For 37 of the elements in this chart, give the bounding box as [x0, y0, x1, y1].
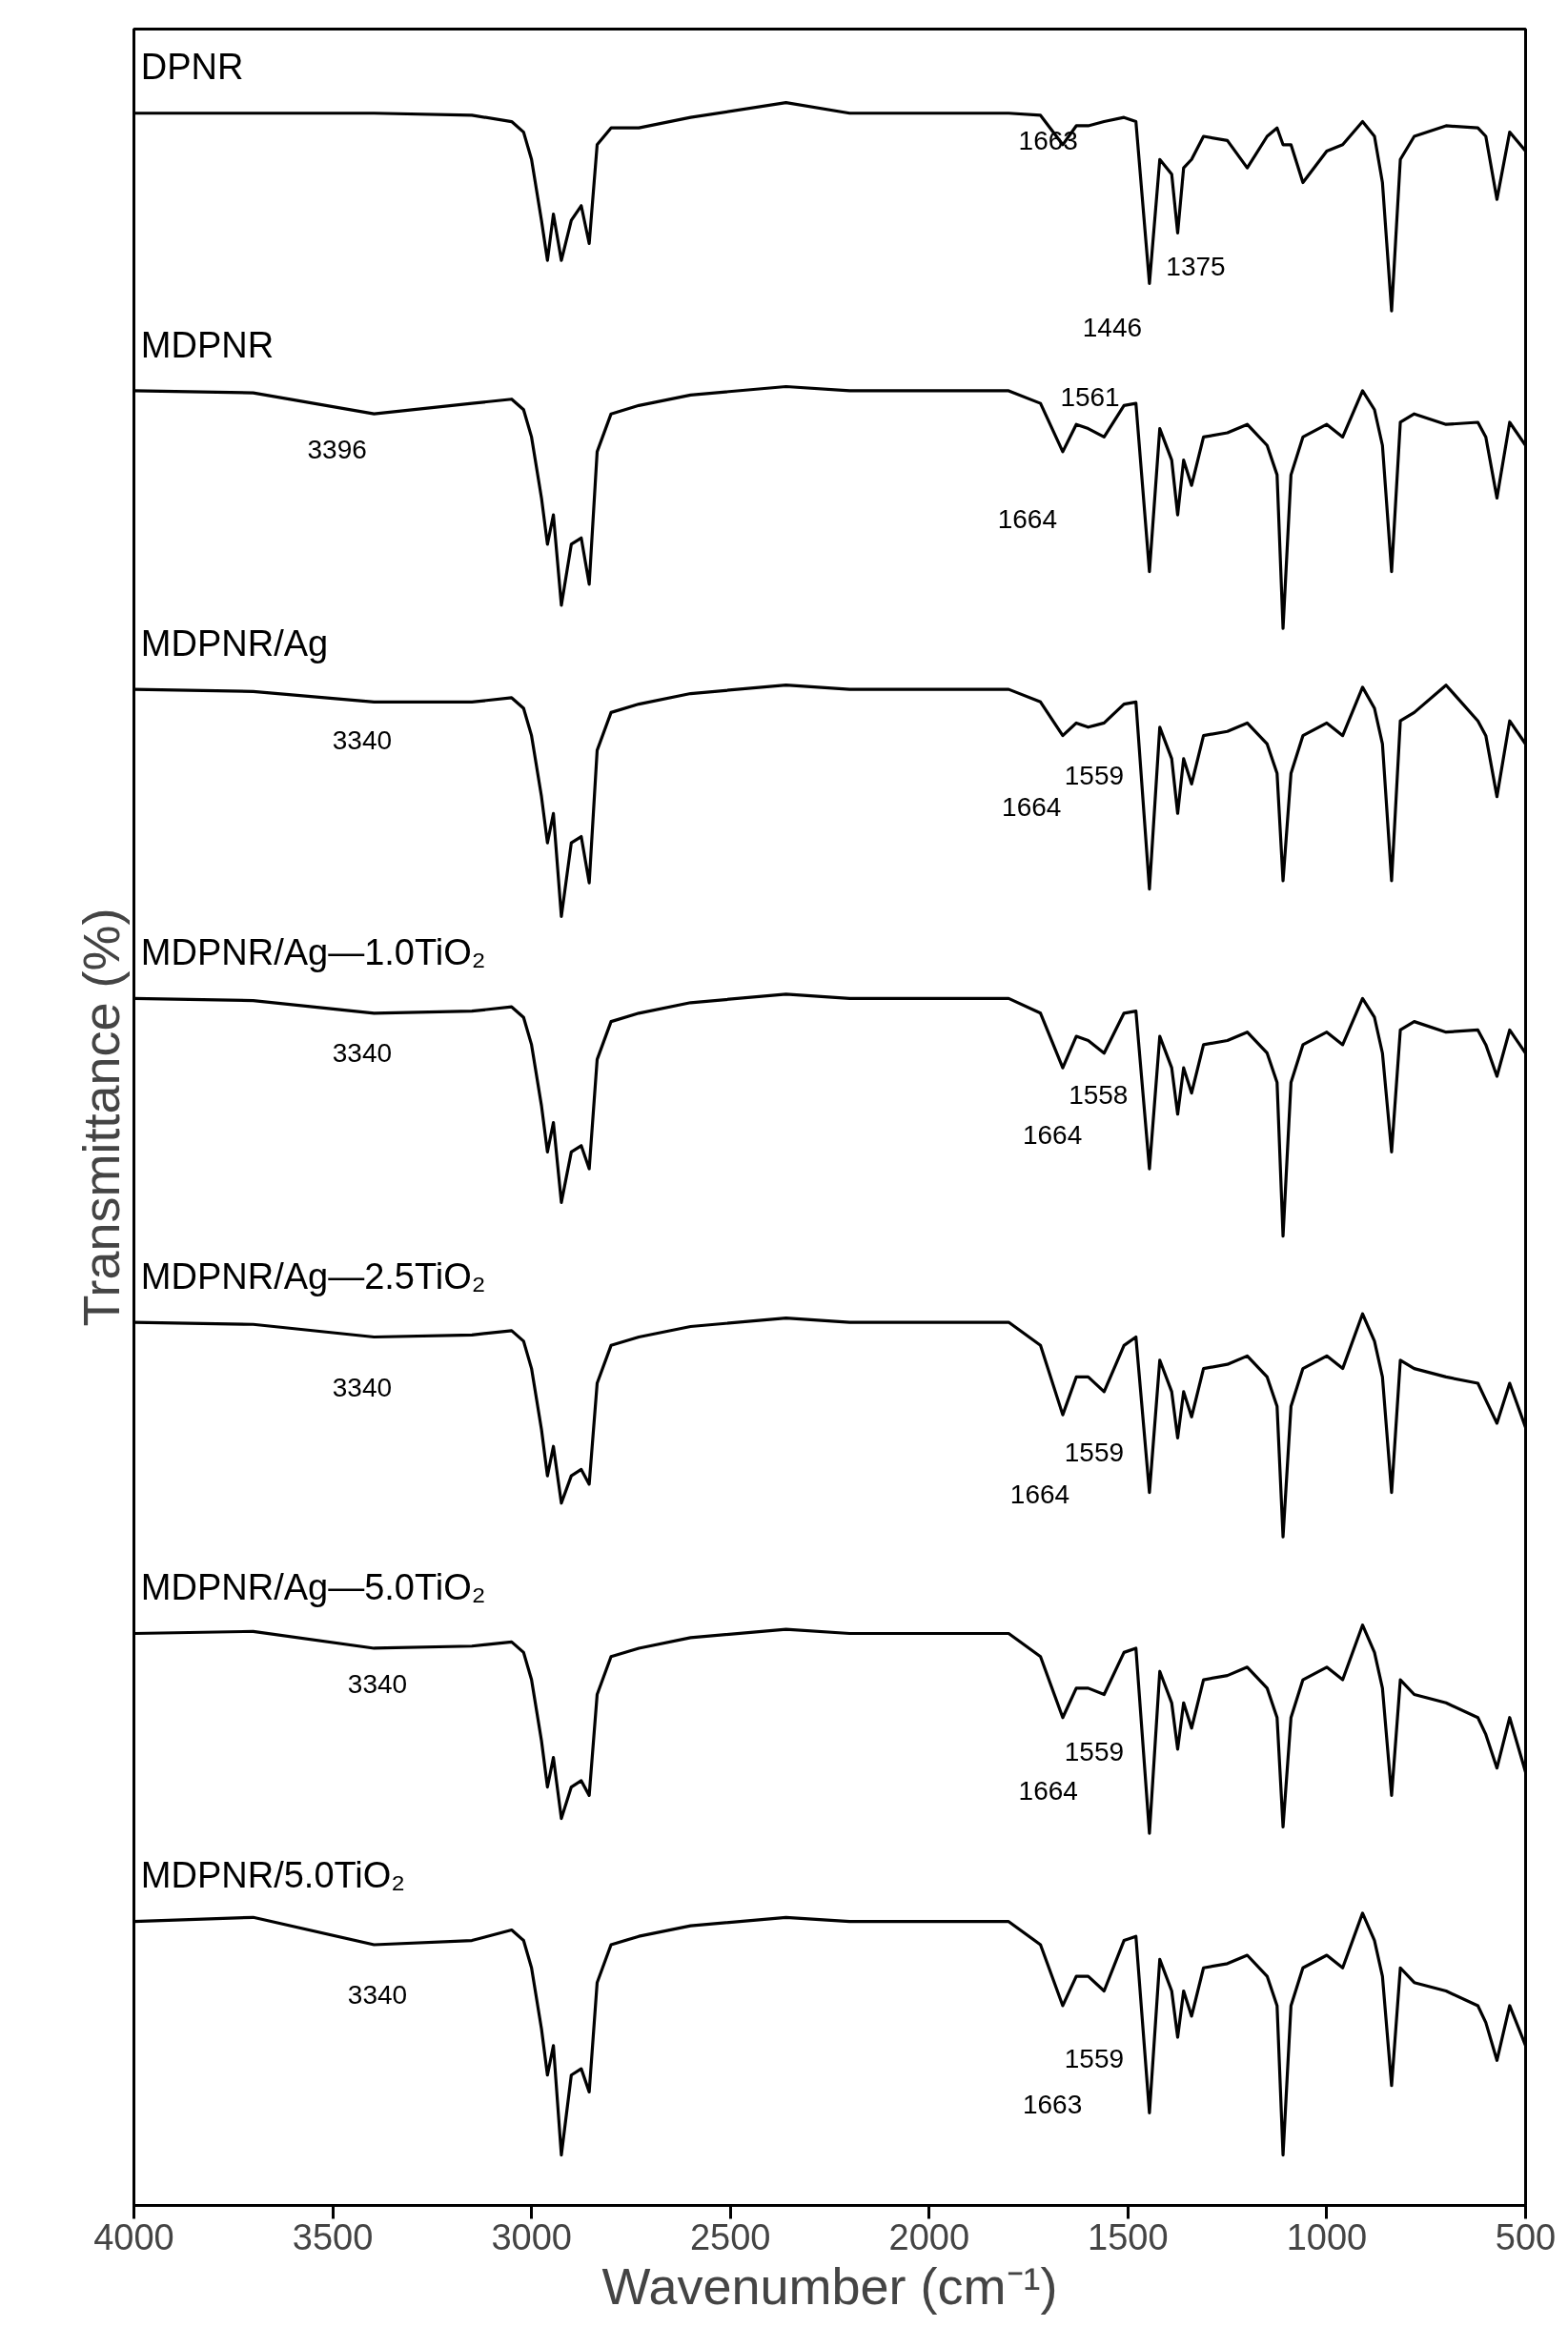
annotation: 3340 — [332, 1038, 393, 1069]
x-tick-label: 4000 — [93, 2216, 174, 2257]
annotation: 1446 — [1082, 313, 1143, 343]
series-label: MDPNR/5.0TiO₂ — [140, 1855, 406, 1896]
series-label: MDPNR — [140, 324, 275, 365]
annotation: 1559 — [1064, 1736, 1125, 1766]
x-axis-title: Wavenumber (cm⁻¹) — [601, 2256, 1058, 2315]
x-tick-label: 3500 — [292, 2216, 374, 2257]
annotation: 3340 — [332, 1372, 393, 1402]
annotation: 3340 — [347, 1668, 408, 1699]
annotation: 1561 — [1060, 382, 1120, 413]
x-tick-label: 2500 — [689, 2216, 771, 2257]
x-tick-label: 1000 — [1286, 2216, 1368, 2257]
annotation: 1663 — [1022, 2090, 1083, 2120]
annotation: 1559 — [1064, 1438, 1125, 1468]
x-tick-label: 1500 — [1088, 2216, 1169, 2257]
annotation: 1664 — [1002, 792, 1062, 823]
annotation: 1559 — [1064, 2043, 1125, 2073]
annotation: 1664 — [1018, 1776, 1078, 1806]
x-tick-label: 500 — [1495, 2216, 1557, 2257]
annotation: 1558 — [1069, 1080, 1129, 1111]
annotation: 3340 — [347, 1980, 408, 2011]
series-label: MDPNR/Ag—1.0TiO₂ — [140, 931, 486, 972]
annotation: 3396 — [307, 435, 367, 465]
annotation: 1664 — [997, 503, 1057, 534]
series-label: DPNR — [140, 47, 244, 88]
series-label: MDPNR/Ag—2.5TiO₂ — [140, 1255, 486, 1296]
x-tick-label: 3000 — [491, 2216, 572, 2257]
annotation: 1664 — [1022, 1120, 1083, 1151]
y-axis-title: Transmittance (%) — [71, 908, 130, 1327]
series-label: MDPNR/Ag—5.0TiO₂ — [140, 1567, 486, 1608]
annotation: 3340 — [332, 725, 393, 755]
annotation: 1559 — [1064, 761, 1125, 791]
series-label: MDPNR/Ag — [140, 623, 329, 663]
annotation: 1664 — [1009, 1480, 1070, 1510]
annotation: 1375 — [1166, 252, 1226, 282]
x-tick-label: 2000 — [888, 2216, 970, 2257]
